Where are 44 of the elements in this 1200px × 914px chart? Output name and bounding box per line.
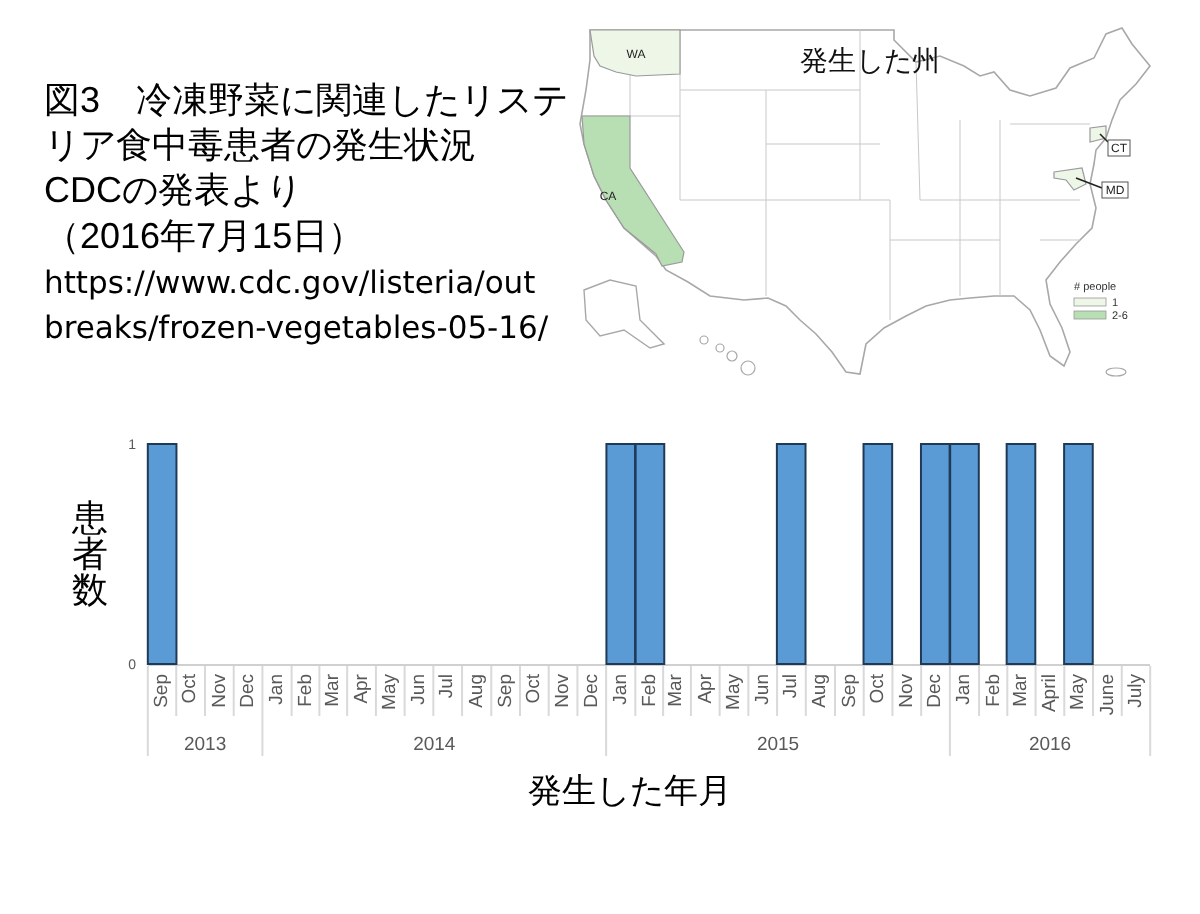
x-tick-label: Jul: [780, 674, 803, 699]
x-tick-label: Dec: [924, 673, 947, 708]
x-tick-label: Mar: [321, 674, 344, 707]
x-tick-label: Jan: [266, 674, 289, 705]
x-tick-label: Mar: [1009, 674, 1032, 707]
x-tick-label: May: [379, 673, 402, 710]
text: 2016: [1028, 734, 1072, 756]
y-axis-title: 患者数: [70, 498, 108, 610]
x-tick-label: Jun: [751, 674, 774, 705]
text: 2013: [183, 734, 227, 756]
x-tick-label: Jan: [609, 674, 632, 705]
x-tick-label: May: [1067, 673, 1090, 710]
x-tick-label: Aug: [465, 674, 488, 708]
x-tick-label: Sep: [151, 674, 174, 708]
x-tick-label: Feb: [982, 674, 1005, 707]
x-tick-label: Jun: [408, 674, 431, 705]
x-tick-label: Oct: [179, 673, 202, 704]
x-tick-label: Apr: [694, 674, 717, 704]
x-tick-label: June: [1096, 674, 1119, 716]
x-tick-label: April: [1039, 674, 1062, 713]
x-tick-label: Dec: [236, 673, 259, 708]
text: https://www.cdc.gov/listeria/outbreaks/frozen-vegetables-05-16/: [44, 264, 550, 346]
x-tick-label: Mar: [665, 674, 688, 707]
x-tick-label: Apr: [350, 674, 373, 704]
x-tick-label: Oct: [523, 673, 546, 704]
x-tick-label: Sep: [494, 674, 517, 708]
text: 2014: [413, 734, 456, 756]
x-tick-label: Feb: [295, 674, 318, 707]
x-tick-label: Aug: [809, 674, 832, 708]
x-tick-label: May: [722, 673, 745, 710]
x-axis-title: 発生した年月: [528, 772, 732, 810]
x-tick-label: Feb: [638, 674, 661, 707]
x-tick-label: Nov: [896, 673, 919, 708]
x-tick-label: Jan: [953, 674, 976, 705]
x-tick-label: Nov: [552, 673, 575, 708]
x-tick-label: Nov: [208, 673, 231, 708]
text: 図3 冷凍野菜に関連したリステリア食中毒患者の発生状況: [44, 80, 569, 166]
text: CDCの発表より（2016年7月15日）: [44, 170, 365, 256]
x-tick-label: Jul: [436, 674, 459, 699]
x-tick-label: Sep: [838, 674, 861, 708]
text: 2015: [756, 734, 800, 756]
x-tick-label: Dec: [580, 673, 603, 708]
x-tick-label: Oct: [866, 673, 889, 704]
x-tick-label: July: [1124, 673, 1147, 708]
